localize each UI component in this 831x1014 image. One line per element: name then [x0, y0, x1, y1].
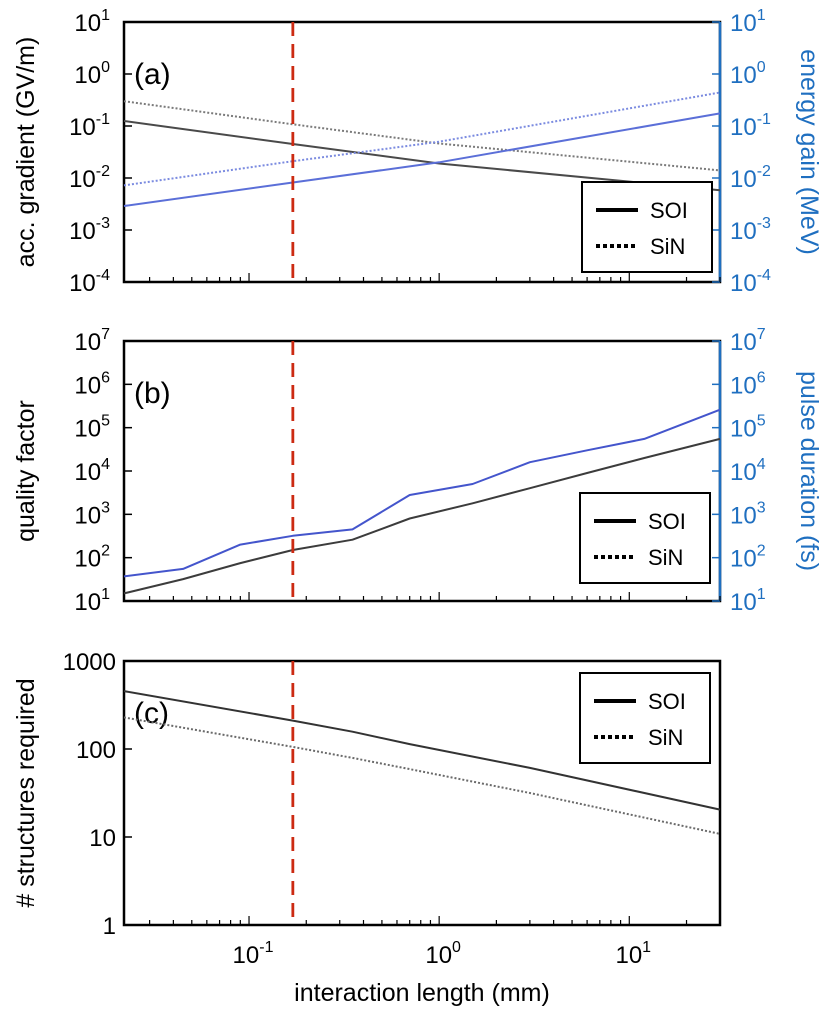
y-right-tick-label: 104 — [730, 456, 766, 486]
panel-label: (c) — [134, 697, 169, 730]
series-line-sin — [123, 716, 721, 835]
panel-label: (b) — [134, 377, 171, 410]
y-tick-label: 10-3 — [69, 215, 110, 245]
legend: SOI SiN — [579, 672, 711, 764]
y-tick-label: 102 — [74, 543, 110, 573]
y-right-tick-label: 105 — [730, 413, 766, 443]
y-axis-label: # structures required — [12, 678, 40, 907]
panel-a: 101 100 10-1 10-2 10-3 10-4 101 100 10-1 10-2 10-3… — [12, 7, 823, 297]
series-line-soi-energy-gain — [123, 112, 721, 207]
y-tick-label: 103 — [74, 499, 110, 529]
legend-label: SOI — [648, 509, 686, 534]
y-tick-label: 105 — [74, 413, 110, 443]
y-axis-label-right: pulse duration (fs) — [795, 371, 823, 571]
y-tick-label: 10-4 — [69, 267, 110, 297]
legend-label: SiN — [648, 725, 683, 750]
panel-c: 1000 100 10 1 # structures required (c) SOI SiN — [12, 649, 722, 940]
legend-box — [579, 492, 711, 584]
series-line-sin-energy-gain — [123, 91, 721, 187]
y-tick-label: 1 — [103, 913, 116, 940]
y-tick-label: 10 — [89, 825, 116, 852]
y-right-tick-label: 102 — [730, 543, 766, 573]
y-right-tick-label: 103 — [730, 499, 766, 529]
series-line-soi — [123, 690, 721, 811]
legend-label: SOI — [648, 689, 686, 714]
y-right-tick-label: 106 — [730, 369, 766, 399]
y-right-tick-label: 10-2 — [730, 163, 771, 193]
x-tick-label: 10-1 — [233, 939, 274, 969]
series-line-sin-gradient — [123, 100, 721, 172]
y-right-tick-label: 10-4 — [730, 267, 771, 297]
y-right-tick-label: 10-1 — [730, 111, 771, 141]
y-tick-label: 100 — [74, 59, 110, 89]
panel-b: 107 106 105 104 103 102 101 107 106 105 104 103 102 1… — [12, 326, 823, 616]
series-line-pulse-duration — [123, 408, 721, 578]
y-tick-label: 104 — [74, 456, 110, 486]
y-right-tick-label: 101 — [730, 586, 766, 616]
y-right-tick-label: 10-3 — [730, 215, 771, 245]
y-right-tick-label: 107 — [730, 326, 766, 356]
legend-box — [581, 181, 713, 273]
legend-box — [579, 672, 711, 764]
y-right-tick-label: 101 — [730, 7, 766, 37]
y-right-tick-label: 100 — [730, 59, 766, 89]
y-axis-label: quality factor — [12, 400, 40, 542]
legend-label: SiN — [648, 545, 683, 570]
x-tick-label: 100 — [425, 939, 461, 969]
x-axis-label: interaction length (mm) — [294, 979, 550, 1007]
y-tick-label: 106 — [74, 369, 110, 399]
legend-label: SiN — [650, 234, 685, 259]
panel-label: (a) — [134, 58, 171, 91]
y-tick-label: 101 — [74, 7, 110, 37]
y-tick-label: 101 — [74, 586, 110, 616]
y-tick-label: 1000 — [63, 649, 116, 676]
x-tick-label: 101 — [615, 939, 651, 969]
y-tick-label: 10-1 — [69, 111, 110, 141]
series-line-soi-gradient — [123, 120, 721, 192]
y-tick-label: 100 — [76, 737, 116, 764]
series-line-quality-factor — [123, 437, 721, 595]
legend: SOI SiN — [579, 492, 711, 584]
y-axis-label-right: energy gain (MeV) — [795, 49, 823, 255]
y-tick-label: 107 — [74, 326, 110, 356]
y-tick-label: 10-2 — [69, 163, 110, 193]
legend-label: SOI — [650, 198, 688, 223]
plot-frame — [122, 659, 722, 927]
y-axis-label: acc. gradient (GV/m) — [12, 37, 40, 268]
legend: SOI SiN — [581, 181, 713, 273]
